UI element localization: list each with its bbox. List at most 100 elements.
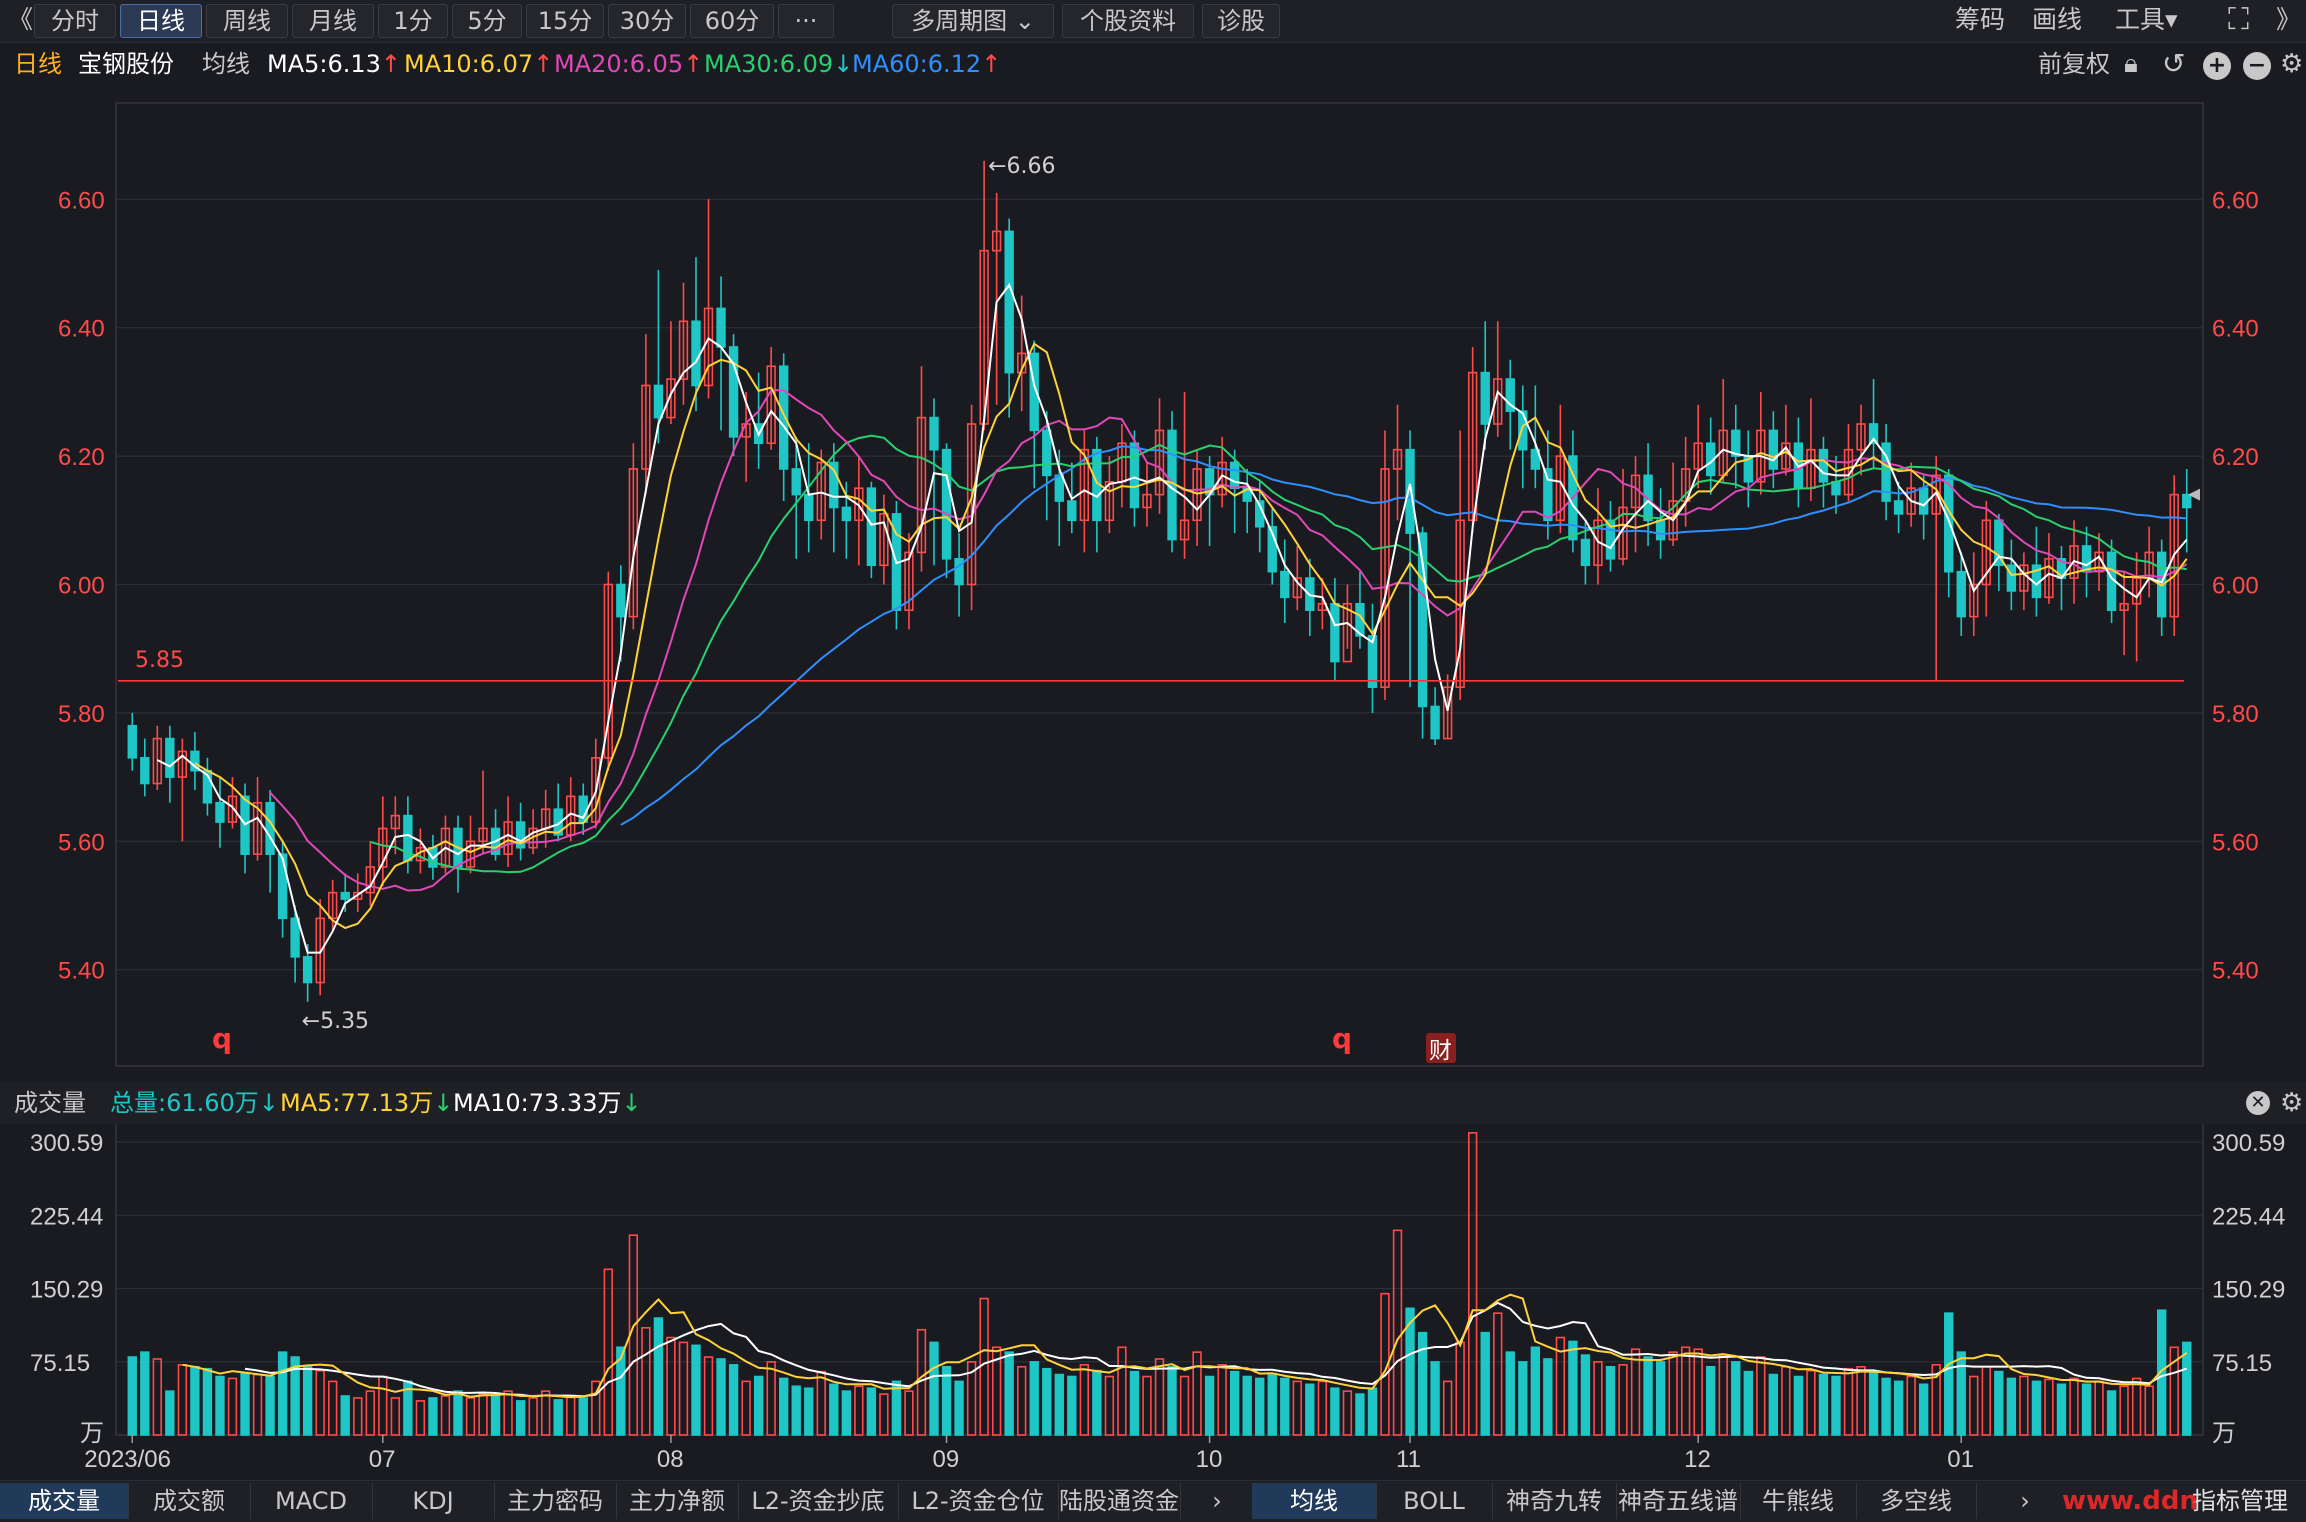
indicator-tab[interactable]: 主力净额 [616, 1483, 739, 1519]
tools-button[interactable]: 工具▾ [2115, 5, 2178, 34]
ma60-line [620, 445, 2187, 826]
volume-bar [1543, 1358, 1553, 1436]
indicator-tab[interactable]: KDJ [372, 1483, 495, 1519]
period-button[interactable]: ··· [778, 4, 834, 38]
indicator-tab[interactable]: 成交额 [128, 1483, 251, 1519]
indicator-tab[interactable]: L2-资金抄底 [738, 1483, 899, 1519]
volume-bar [1317, 1380, 1328, 1436]
candle-body [941, 448, 952, 560]
volume-bar [1706, 1365, 1716, 1436]
overlay-tab[interactable]: 牛熊线 [1740, 1483, 1857, 1519]
period-button[interactable]: 15分 [526, 4, 604, 38]
expand-icon[interactable]: ⛶ [2228, 2, 2249, 37]
period-button[interactable]: 月线 [292, 4, 374, 38]
kline-chart[interactable]: 5.85 ←6.66 ←5.35 q q 财 6.60 6.60 6.40 6.40 6.20 6.… [0, 84, 2306, 1480]
volume-ma5-text: MA5:77.13万 [280, 1089, 434, 1117]
chips-button[interactable]: 筹码 [1955, 5, 2006, 34]
undo-icon[interactable]: ↺ [2162, 47, 2186, 80]
indicator-tab[interactable]: 陆股通资金 [1058, 1483, 1181, 1519]
volume-bar [866, 1387, 877, 1436]
candle-body [340, 891, 350, 900]
multi-period-button[interactable]: 多周期图 ⌄ [892, 4, 1054, 38]
candle-body [1731, 429, 1741, 457]
volume-bar [728, 1364, 739, 1436]
volume-bar [1179, 1375, 1190, 1436]
overlay-tab[interactable]: BOLL [1376, 1483, 1493, 1519]
period-button[interactable]: 日线 [120, 4, 202, 38]
indicator-tab[interactable]: MACD [250, 1483, 373, 1519]
overlay-tab[interactable]: 多空线 [1856, 1483, 1977, 1519]
volume-bar [290, 1356, 300, 1436]
volume-bar [879, 1393, 889, 1436]
zoom-out-icon[interactable]: − [2243, 52, 2271, 80]
period-button[interactable]: 周线 [206, 4, 288, 38]
candle-body [440, 827, 451, 868]
candle-body [1969, 583, 1979, 618]
volume-settings-icon[interactable]: ⚙ [2280, 1088, 2304, 1118]
zoom-in-icon[interactable]: + [2203, 52, 2231, 80]
candle-body [265, 801, 275, 855]
collapse-icon[interactable]: 》 [2276, 5, 2302, 34]
volume-bar [1530, 1346, 1541, 1436]
volume-bar [1518, 1361, 1528, 1436]
draw-button[interactable]: 画线 [2032, 5, 2083, 34]
volume-bar [778, 1377, 789, 1436]
candle-body [1430, 705, 1440, 740]
tabs-right-more[interactable]: › [2020, 1487, 2030, 1515]
price-tick-right: 6.20 [2212, 444, 2259, 471]
close-volume-icon[interactable]: ✕ [2246, 1091, 2270, 1115]
volume-bar [202, 1367, 213, 1436]
tabs-left-more[interactable]: › [1212, 1487, 1222, 1515]
volume-bar [666, 1336, 676, 1436]
stock-profile-button[interactable]: 个股资料 [1062, 4, 1194, 38]
volume-tick-left: 225.44 [30, 1203, 103, 1230]
volume-bar [1731, 1361, 1741, 1436]
adjust-mode[interactable]: 前复权 [2038, 50, 2110, 78]
overlay-tab[interactable]: 均线 [1252, 1483, 1377, 1519]
indicator-tab[interactable]: 主力密码 [494, 1483, 617, 1519]
volume-bar [1292, 1380, 1302, 1436]
volume-bar [528, 1397, 538, 1436]
candle-body [1142, 493, 1152, 509]
overlay-tab[interactable]: 神奇五线谱 [1616, 1483, 1741, 1519]
indicator-tab[interactable]: L2-资金仓位 [898, 1483, 1059, 1519]
indicator-manage-button[interactable]: 指标管理 [2192, 1487, 2288, 1515]
volume-bar [1417, 1331, 1428, 1436]
period-button[interactable]: 分时 [34, 4, 116, 38]
overlay-tab[interactable]: 神奇九转 [1492, 1483, 1617, 1519]
candle-body [1781, 442, 1791, 470]
volume-bar [929, 1341, 939, 1436]
period-button[interactable]: 60分 [690, 4, 774, 38]
up-arrow-icon: ↑ [981, 50, 1002, 78]
candle-body [591, 757, 601, 823]
high-price-label: ←6.66 [988, 154, 1055, 179]
diagnose-button[interactable]: 诊股 [1202, 4, 1280, 38]
candle-body [165, 737, 175, 778]
candle-body [766, 365, 776, 445]
event-marker-q: q [1332, 1022, 1352, 1055]
back-button[interactable]: 《 [8, 5, 34, 34]
price-tick-right: 5.80 [2212, 701, 2259, 728]
volume-bar [1881, 1377, 1891, 1436]
price-tick-left: 5.60 [58, 829, 105, 856]
candle-body [1818, 448, 1829, 483]
volume-bar [603, 1268, 613, 1436]
volume-bar [2081, 1383, 2092, 1436]
period-button[interactable]: 5分 [452, 4, 522, 38]
period-button[interactable]: 1分 [378, 4, 448, 38]
ma-label[interactable]: 均线 [202, 50, 250, 78]
lock-icon[interactable]: 🔒︎ [2124, 49, 2138, 79]
volume-bar [1142, 1375, 1152, 1436]
candle-body [1518, 410, 1528, 451]
candle-body [2169, 493, 2179, 618]
volume-bar [440, 1395, 451, 1436]
candle-body [390, 814, 401, 830]
indicator-tab[interactable]: 成交量 [0, 1483, 129, 1519]
volume-bar [2131, 1377, 2142, 1436]
candle-body [991, 230, 1002, 252]
candle-body [140, 757, 150, 785]
period-button[interactable]: 30分 [608, 4, 686, 38]
settings-icon[interactable]: ⚙ [2280, 49, 2304, 79]
candle-body [277, 853, 288, 920]
volume-bar [1280, 1377, 1290, 1436]
